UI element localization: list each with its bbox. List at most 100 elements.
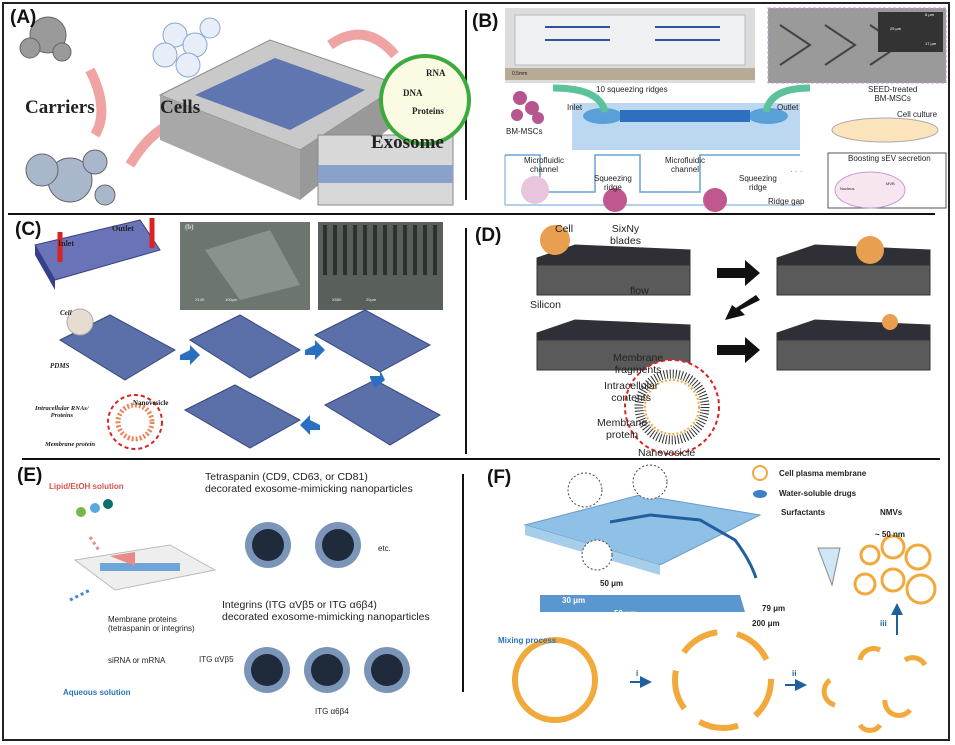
- channel-label-1: Microfluidic channel: [524, 156, 565, 174]
- panel-a-label: (A): [10, 7, 37, 28]
- channel-label-2: Microfluidic channel: [665, 156, 706, 174]
- panel-d-label: (D): [475, 225, 502, 246]
- flow-arrows: [180, 340, 385, 435]
- seed-treated-label: SEED-treated BM-MSCs: [868, 85, 918, 103]
- legend-membrane: Cell plasma membrane: [779, 469, 867, 478]
- inlet-tube: [552, 84, 609, 114]
- rna-label: RNA: [426, 68, 446, 78]
- dim-200: 200 μm: [752, 619, 780, 628]
- ridges-label: 10 squeezing ridges: [596, 85, 668, 94]
- sem-dim-1: 8 μm: [925, 12, 934, 17]
- sem2-scale: 20μm: [366, 297, 377, 302]
- itg-avb5-label: ITG αVβ5: [199, 655, 234, 664]
- step-ii: ii: [792, 669, 797, 678]
- sem-dim-3: 17 μm: [925, 41, 937, 46]
- nmv-size-label: ~ 50 nm: [875, 530, 906, 539]
- chip-cells-area: [195, 58, 365, 130]
- lipid-label: Lipid/EtOH solution: [49, 482, 124, 491]
- proteins-label: Proteins: [412, 106, 444, 116]
- membrane-proteins-label: Membrane proteins (tetraspanin or integr…: [108, 615, 195, 633]
- membrane-whole: [512, 637, 598, 723]
- dna-label: DNA: [403, 88, 423, 98]
- etc-label: etc.: [378, 544, 391, 553]
- legend-drugs: Water-soluble drugs: [779, 489, 857, 498]
- fragments-label: Membrane fragments: [613, 352, 664, 376]
- tetraspanin-label: Tetraspanin (CD9, CD63, or CD81) decorat…: [205, 471, 413, 495]
- panel-d-graphics: [536, 225, 931, 455]
- sem2-mag: X550: [332, 297, 342, 302]
- panel-a-graphics: [19, 16, 471, 206]
- integrins-label: Integrins (ITG αVβ5 or ITG α6β4) decorat…: [222, 599, 430, 623]
- cells-label: Cells: [160, 97, 201, 118]
- bm-mscs-label: BM-MSCs: [506, 127, 543, 136]
- membrane-fragments: [821, 646, 928, 733]
- outlet-label: Outlet: [777, 103, 799, 112]
- ruler-label: 0.5mm: [512, 71, 528, 77]
- cell-cluster: [152, 17, 221, 78]
- membrane-protein-label-d: Membrane protein: [597, 417, 648, 441]
- outlet-label-c: Outlet: [112, 224, 134, 233]
- nucleus-label: Nucleus: [840, 186, 855, 191]
- culture-dish: [831, 117, 939, 143]
- panel-f-label: (F): [487, 467, 512, 488]
- panel-c-graphics: [34, 218, 443, 450]
- silicon-label: Silicon: [530, 299, 561, 311]
- nmv-cluster: [853, 534, 937, 605]
- arrow-carriers-down: [85, 67, 107, 138]
- sem-dim-2: 25 μm: [890, 26, 902, 31]
- sem1-scale: 100μm: [225, 297, 238, 302]
- step-i: i: [636, 669, 639, 678]
- blades-label: SixNy blades: [610, 223, 641, 247]
- itg-a6b4-label: ITG α6β4: [315, 707, 349, 716]
- dim-30: 30 μm: [562, 596, 586, 605]
- flow-label: flow: [630, 285, 649, 297]
- aqueous-label: Aqueous solution: [63, 688, 131, 697]
- exosome-membrane: [379, 54, 471, 146]
- process-arrows: [717, 260, 760, 363]
- outlet-tube: [762, 84, 811, 113]
- sirna-label: siRNA or mRNA: [108, 656, 166, 665]
- cell-label-d: Cell: [555, 223, 574, 235]
- membrane-protein-label-c: Membrane protein: [45, 441, 96, 448]
- boosting-label: Boosting sEV secretion: [848, 154, 931, 163]
- dim-50-top: 50 μm: [600, 579, 624, 588]
- dim-50-bottom: 50 μm: [614, 609, 638, 618]
- mixing-label: Mixing process: [498, 636, 557, 645]
- exosome-label: Exosome: [371, 132, 444, 153]
- pdms-steps: [58, 309, 442, 449]
- ridge-label-1: Squeezing ridge: [594, 174, 632, 192]
- panel-b-label: (B): [472, 11, 499, 32]
- legend-nmvs: NMVs: [880, 508, 903, 517]
- ridge-label-2: Squeezing ridge: [739, 174, 777, 192]
- nanovesicle-label-c: Nanovesicle: [133, 399, 169, 407]
- sem1-mag: X140: [195, 297, 205, 302]
- mvb-label: MVB: [886, 181, 895, 186]
- dim-79: 79 μm: [762, 604, 786, 613]
- intracellular-label-c: Intracellular RNAs/ Proteins: [35, 405, 89, 420]
- nanovesicle-label-d: Nanovesicle: [638, 447, 696, 459]
- membrane-disrupted: [672, 629, 774, 731]
- channel-cross-section: [540, 595, 745, 612]
- panel-f-graphics: [512, 464, 937, 733]
- sem-label: (b): [185, 223, 194, 231]
- sem-inset: [878, 12, 943, 52]
- panel-c-label: (C): [15, 219, 42, 240]
- panel-e-graphics: [69, 499, 410, 693]
- panel-e-label: (E): [17, 465, 43, 486]
- cell-label-c: Cell: [60, 309, 72, 317]
- carrier-particles: [19, 16, 116, 206]
- cell-culture-label: Cell culture: [897, 110, 938, 119]
- panel-b-graphics: [504, 7, 947, 212]
- step-iii: iii: [880, 619, 887, 628]
- arrow-to-exosome: [327, 29, 399, 59]
- ridge-gap-label: Ridge gap: [768, 197, 805, 206]
- ellipsis-label: · · ·: [790, 167, 803, 176]
- carriers-label: Carriers: [25, 97, 95, 118]
- pdms-label: PDMS: [50, 362, 70, 370]
- channel-network: [609, 513, 758, 579]
- inlet-label: Inlet: [567, 103, 583, 112]
- sem-c2: [318, 222, 443, 310]
